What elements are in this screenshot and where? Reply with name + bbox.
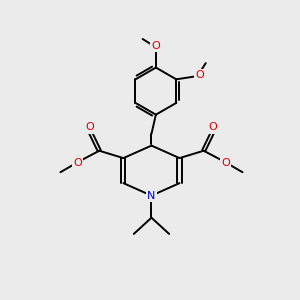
Text: O: O [85,122,94,133]
Text: O: O [152,41,160,51]
Text: O: O [73,158,82,167]
Text: O: O [195,70,204,80]
Text: O: O [221,158,230,167]
Text: N: N [147,190,156,201]
Text: O: O [209,122,218,133]
